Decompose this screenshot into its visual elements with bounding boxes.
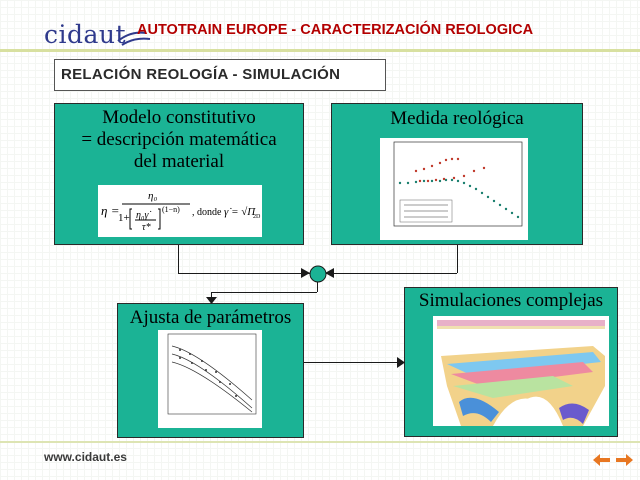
svg-text:, donde: , donde bbox=[192, 207, 222, 218]
connector-to-fit-horizontal bbox=[211, 292, 317, 293]
fit-box: Ajusta de parámetros bbox=[117, 303, 304, 438]
arrow-to-fit-icon bbox=[206, 297, 217, 304]
model-line-2: = descripción matemática bbox=[81, 129, 277, 150]
simulation-box: Simulaciones complejas bbox=[404, 287, 618, 437]
svg-text:2D: 2D bbox=[253, 214, 261, 220]
model-line-1: Modelo constitutivo bbox=[102, 107, 256, 128]
logo-swoosh-icon bbox=[117, 31, 151, 46]
connector-node-down bbox=[317, 282, 318, 292]
svg-text:η₀: η₀ bbox=[148, 190, 157, 202]
svg-text:1+: 1+ bbox=[118, 212, 130, 224]
footer-url[interactable]: www.cidaut.es bbox=[44, 450, 127, 464]
connector-model-horizontal bbox=[178, 273, 310, 274]
model-box: Modelo constitutivo = descripción matemá… bbox=[54, 103, 304, 245]
page-title: AUTOTRAIN EUROPE - CARACTERIZACIÓN REOLO… bbox=[137, 22, 534, 38]
connector-measure-horizontal bbox=[326, 273, 457, 274]
svg-text:η =: η = bbox=[101, 203, 119, 218]
simulation-image bbox=[433, 316, 609, 426]
model-line-3: del material bbox=[133, 151, 225, 172]
arrow-to-sim-icon bbox=[397, 357, 405, 368]
cross-model-formula: η = η₀ 1+ η₀γ̇ τ* (1−n) , donde γ̇ = √Π … bbox=[98, 185, 262, 237]
header-divider bbox=[0, 49, 640, 52]
simulation-title: Simulaciones complejas bbox=[418, 290, 604, 311]
svg-text:η₀γ̇: η₀γ̇ bbox=[136, 210, 151, 221]
arrow-into-node-right-icon bbox=[325, 268, 334, 278]
connector-fit-to-sim bbox=[304, 362, 400, 363]
rheology-measurement-chart bbox=[380, 138, 528, 240]
svg-text:γ̇ = √Π: γ̇ = √Π bbox=[224, 206, 256, 218]
parameter-fit-chart bbox=[158, 330, 262, 428]
arrow-left-icon[interactable] bbox=[592, 452, 612, 468]
subtitle: RELACIÓN REOLOGÍA - SIMULACIÓN bbox=[61, 66, 341, 83]
connector-model-down bbox=[178, 245, 179, 273]
footer-divider bbox=[0, 441, 640, 443]
cidaut-logo: cidaut bbox=[44, 20, 127, 49]
subtitle-box: RELACIÓN REOLOGÍA - SIMULACIÓN bbox=[54, 59, 386, 91]
connector-to-fit-down bbox=[211, 292, 212, 301]
svg-text:(1−n): (1−n) bbox=[162, 205, 180, 214]
arrow-into-node-left-icon bbox=[301, 268, 310, 278]
arrow-right-icon[interactable] bbox=[614, 452, 634, 468]
junction-node-icon bbox=[309, 265, 327, 283]
connector-measure-down bbox=[457, 245, 458, 273]
svg-text:τ*: τ* bbox=[142, 222, 151, 233]
fit-title: Ajusta de parámetros bbox=[129, 307, 292, 328]
measure-box: Medida reológica bbox=[331, 103, 583, 245]
measure-title: Medida reológica bbox=[390, 108, 524, 129]
